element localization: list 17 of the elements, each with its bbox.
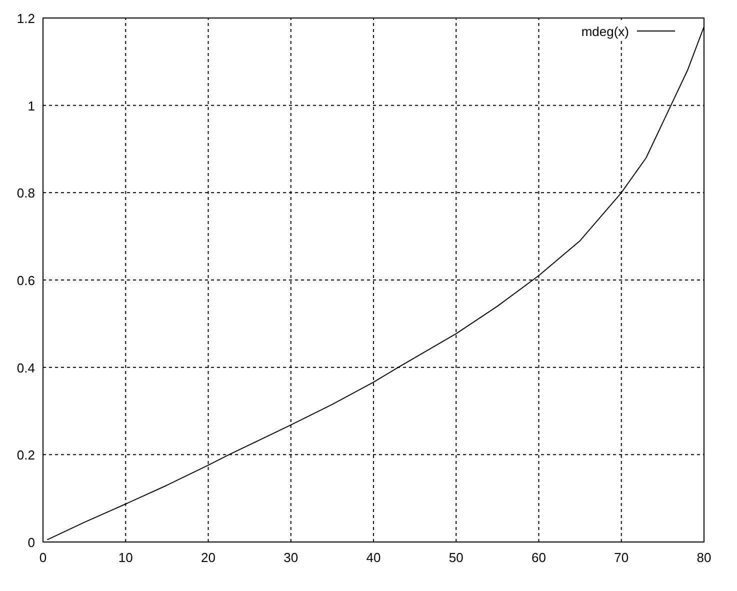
x-tick-label: 40	[366, 550, 381, 565]
x-tick-label: 20	[201, 550, 216, 565]
x-tick-label: 70	[614, 550, 629, 565]
x-tick-label: 80	[696, 550, 712, 565]
x-tick-label: 50	[448, 550, 464, 565]
legend-label: mdeg(x)	[581, 24, 629, 39]
x-tick-label: 60	[532, 550, 546, 565]
y-tick-label: 1	[28, 98, 35, 114]
y-tick-label: 0.8	[16, 186, 35, 201]
x-tick-label: 0	[39, 550, 47, 565]
y-tick-label: 0	[28, 535, 35, 550]
x-tick-label: 30	[284, 550, 298, 565]
y-tick-label: 0.4	[16, 360, 35, 376]
y-tick-label: 1.2	[16, 11, 35, 26]
y-tick-label: 0.2	[16, 448, 35, 463]
x-tick-label: 10	[118, 550, 133, 565]
y-tick-label: 0.6	[16, 273, 35, 288]
